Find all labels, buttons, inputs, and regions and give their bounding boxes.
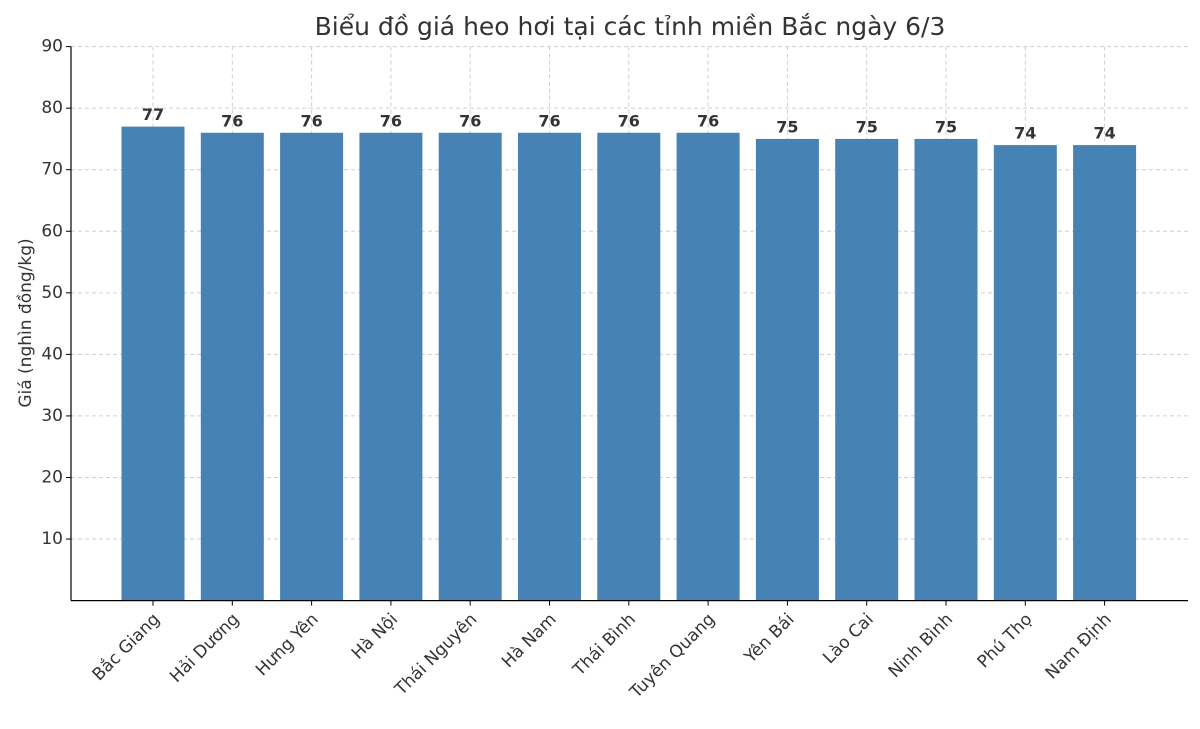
y-tick-label: 40 (41, 344, 63, 364)
x-tick-label: Thái Bình (569, 610, 640, 681)
bar (200, 132, 264, 601)
x-tick-label: Hà Nội (348, 610, 402, 664)
y-tick-label: 10 (41, 529, 63, 549)
y-axis-label: Giá (nghìn đồng/kg) (15, 238, 36, 407)
x-tick-label: Thái Nguyên (391, 610, 482, 701)
bar (518, 132, 581, 601)
y-tick-label: 90 (41, 37, 63, 57)
value-label: 76 (538, 111, 560, 130)
value-label: 76 (697, 111, 719, 130)
value-label: 76 (300, 111, 322, 130)
value-label: 74 (1014, 124, 1036, 143)
value-label: 76 (221, 111, 243, 130)
value-label: 76 (380, 111, 402, 130)
value-label: 76 (618, 111, 640, 130)
value-label: 75 (935, 117, 957, 136)
bar (835, 138, 899, 601)
y-tick-label: 30 (41, 406, 63, 426)
value-label: 75 (776, 117, 798, 136)
chart-title: Biểu đồ giá heo hơi tại các tỉnh miền Bắ… (315, 12, 946, 41)
x-tick-label: Hưng Yên (252, 610, 323, 681)
y-tick-label: 60 (41, 221, 63, 241)
bar (597, 132, 661, 601)
value-label: 77 (142, 105, 164, 124)
bar (121, 126, 185, 601)
bar (993, 145, 1057, 601)
x-tick-label: Hải Dương (166, 610, 243, 687)
bar (359, 132, 423, 601)
value-label: 76 (459, 111, 481, 130)
bar (676, 132, 740, 601)
y-tick-label: 80 (41, 98, 63, 118)
bar (914, 138, 978, 601)
y-tick-label: 50 (41, 283, 63, 303)
x-tick-label: Nam Định (1042, 610, 1116, 684)
y-tick-label: 70 (41, 160, 63, 180)
x-tick-label: Yên Bái (740, 610, 798, 668)
value-label: 74 (1093, 124, 1115, 143)
bar (438, 132, 502, 601)
x-tick-label: Phú Thọ (974, 610, 1037, 673)
bar (755, 138, 819, 601)
x-tick-label: Ninh Bình (885, 610, 957, 682)
y-tick-label: 20 (41, 467, 63, 487)
x-tick-label: Bắc Giang (88, 609, 164, 685)
x-tick-label: Hà Nam (498, 610, 560, 672)
bar (1073, 145, 1137, 601)
bar (280, 132, 344, 601)
value-label: 75 (856, 117, 878, 136)
x-tick-label: Lào Cai (819, 610, 877, 668)
